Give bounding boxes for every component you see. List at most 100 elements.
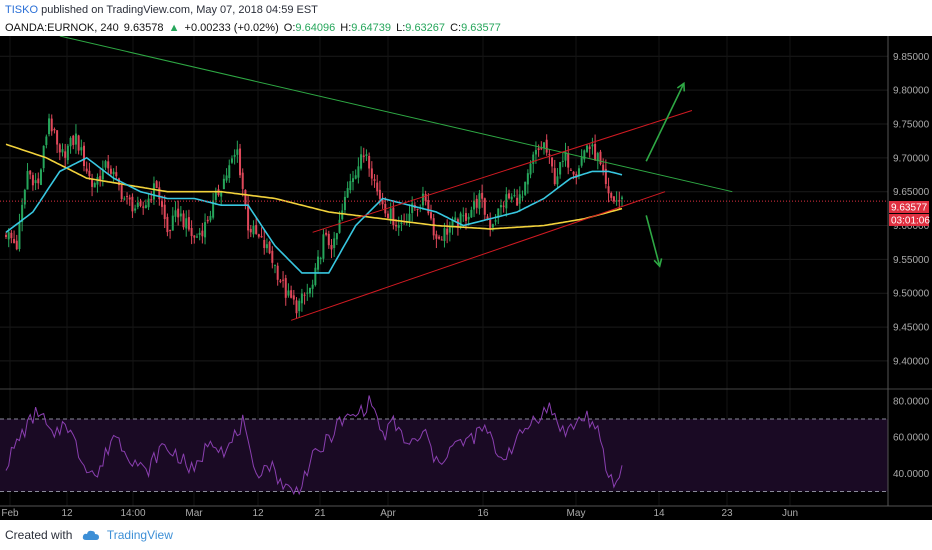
- candle-body: [61, 149, 64, 153]
- candle-body: [308, 287, 311, 294]
- candle-body: [508, 193, 511, 199]
- candle-body: [101, 169, 104, 180]
- candle-body: [126, 196, 129, 198]
- candle-body: [497, 208, 500, 218]
- price-tick-label: 9.60000: [893, 221, 930, 232]
- candle-body: [365, 154, 368, 156]
- rsi-pane: [0, 388, 932, 496]
- time-tick-label: 12: [61, 508, 73, 519]
- trendlines: [0, 36, 888, 321]
- candle-body: [561, 160, 564, 162]
- candle-body: [567, 152, 570, 168]
- projection-arrow-line: [645, 83, 685, 162]
- chart-canvas[interactable]: 9.40000 9.45000 9.50000 9.55000 9.60000 9.650…: [0, 36, 932, 520]
- candle-body: [37, 178, 40, 184]
- candle-body: [580, 157, 583, 166]
- price-tick-label: 9.40000: [893, 356, 930, 367]
- candle-body: [53, 128, 56, 131]
- candle-body: [352, 178, 355, 183]
- candle-body: [491, 224, 494, 228]
- candle-body: [335, 233, 338, 240]
- candle-body: [564, 151, 567, 161]
- candle-body: [362, 155, 365, 157]
- candle-body: [29, 170, 32, 175]
- author-link[interactable]: TISKO: [5, 4, 39, 16]
- candle-body: [499, 205, 502, 208]
- candle-body: [292, 295, 295, 300]
- price-tick-label: 9.70000: [893, 153, 930, 164]
- price-tick-label: 9.80000: [893, 86, 930, 97]
- candle-body: [397, 225, 400, 228]
- candle-body: [69, 137, 72, 147]
- low-label: L:: [396, 22, 406, 34]
- rsi-tick-label: 60.0000: [893, 433, 930, 444]
- price-tick-label: 9.50000: [893, 289, 930, 300]
- candle-body: [190, 228, 193, 237]
- candle-body: [139, 201, 142, 206]
- candle-body: [236, 149, 239, 155]
- publish-bar: TISKO published on TradingView.com, May …: [0, 0, 932, 20]
- candle-body: [279, 280, 282, 282]
- candle-body: [206, 219, 209, 222]
- candle-body: [411, 203, 414, 213]
- candle-body: [260, 235, 263, 238]
- moving-averages: [5, 143, 623, 274]
- candle-body: [569, 169, 572, 171]
- price-tick-label: 9.75000: [893, 120, 930, 131]
- candle-body: [257, 234, 260, 237]
- candle-body: [338, 219, 341, 233]
- candle-body: [300, 293, 303, 304]
- candle-body: [93, 182, 96, 188]
- candle-body: [435, 234, 438, 239]
- candle-body: [424, 194, 427, 201]
- candle-body: [513, 195, 516, 197]
- candle-body: [551, 157, 554, 167]
- price-tick-label: 9.85000: [893, 52, 930, 63]
- candle-body: [534, 149, 537, 155]
- candle-body: [325, 232, 328, 235]
- symbol-name[interactable]: OANDA:EURNOK, 240: [5, 22, 119, 34]
- high-value: 9.64739: [351, 22, 392, 34]
- tradingview-brand[interactable]: TradingView: [106, 528, 173, 542]
- candle-body: [209, 215, 212, 221]
- candle-body: [247, 204, 250, 231]
- open-label: O:: [283, 22, 296, 34]
- price-tag: 9.63577 03:01:06: [889, 201, 930, 227]
- candle-body: [290, 290, 293, 298]
- price-change: +0.00233 (+0.02%): [184, 22, 279, 34]
- candle-body: [107, 161, 110, 169]
- trendline-descending: [59, 36, 733, 193]
- projection-arrow-head: [653, 258, 663, 268]
- time-tick-label: May: [567, 508, 586, 519]
- candle-body: [577, 168, 580, 176]
- candle-body: [349, 181, 352, 191]
- candle-body: [494, 220, 497, 222]
- candle-body: [470, 209, 473, 218]
- candle-body: [112, 171, 115, 175]
- candle-body: [572, 171, 575, 175]
- candle-body: [378, 189, 381, 199]
- candle-body: [287, 290, 290, 296]
- candle-body: [80, 147, 83, 151]
- candle-body: [319, 257, 322, 259]
- candle-body: [21, 204, 24, 223]
- candle-body: [438, 236, 441, 239]
- candle-body: [502, 205, 505, 207]
- price-tick-label: 9.45000: [893, 323, 930, 334]
- rsi-band-fill: [0, 419, 888, 492]
- candle-body: [273, 264, 276, 266]
- candle-body: [222, 178, 225, 190]
- candle-body: [542, 142, 545, 148]
- candle-body: [198, 232, 201, 235]
- candle-body: [201, 230, 204, 237]
- candle-body: [303, 294, 306, 296]
- candle-body: [327, 233, 330, 246]
- countdown-box: [889, 214, 929, 226]
- candle-body: [150, 199, 153, 201]
- candle-body: [220, 191, 223, 197]
- candle-body: [276, 265, 279, 280]
- candle-body: [187, 217, 190, 230]
- time-tick-label: Jun: [782, 508, 798, 519]
- candle-body: [481, 192, 484, 199]
- candle-body: [152, 183, 155, 200]
